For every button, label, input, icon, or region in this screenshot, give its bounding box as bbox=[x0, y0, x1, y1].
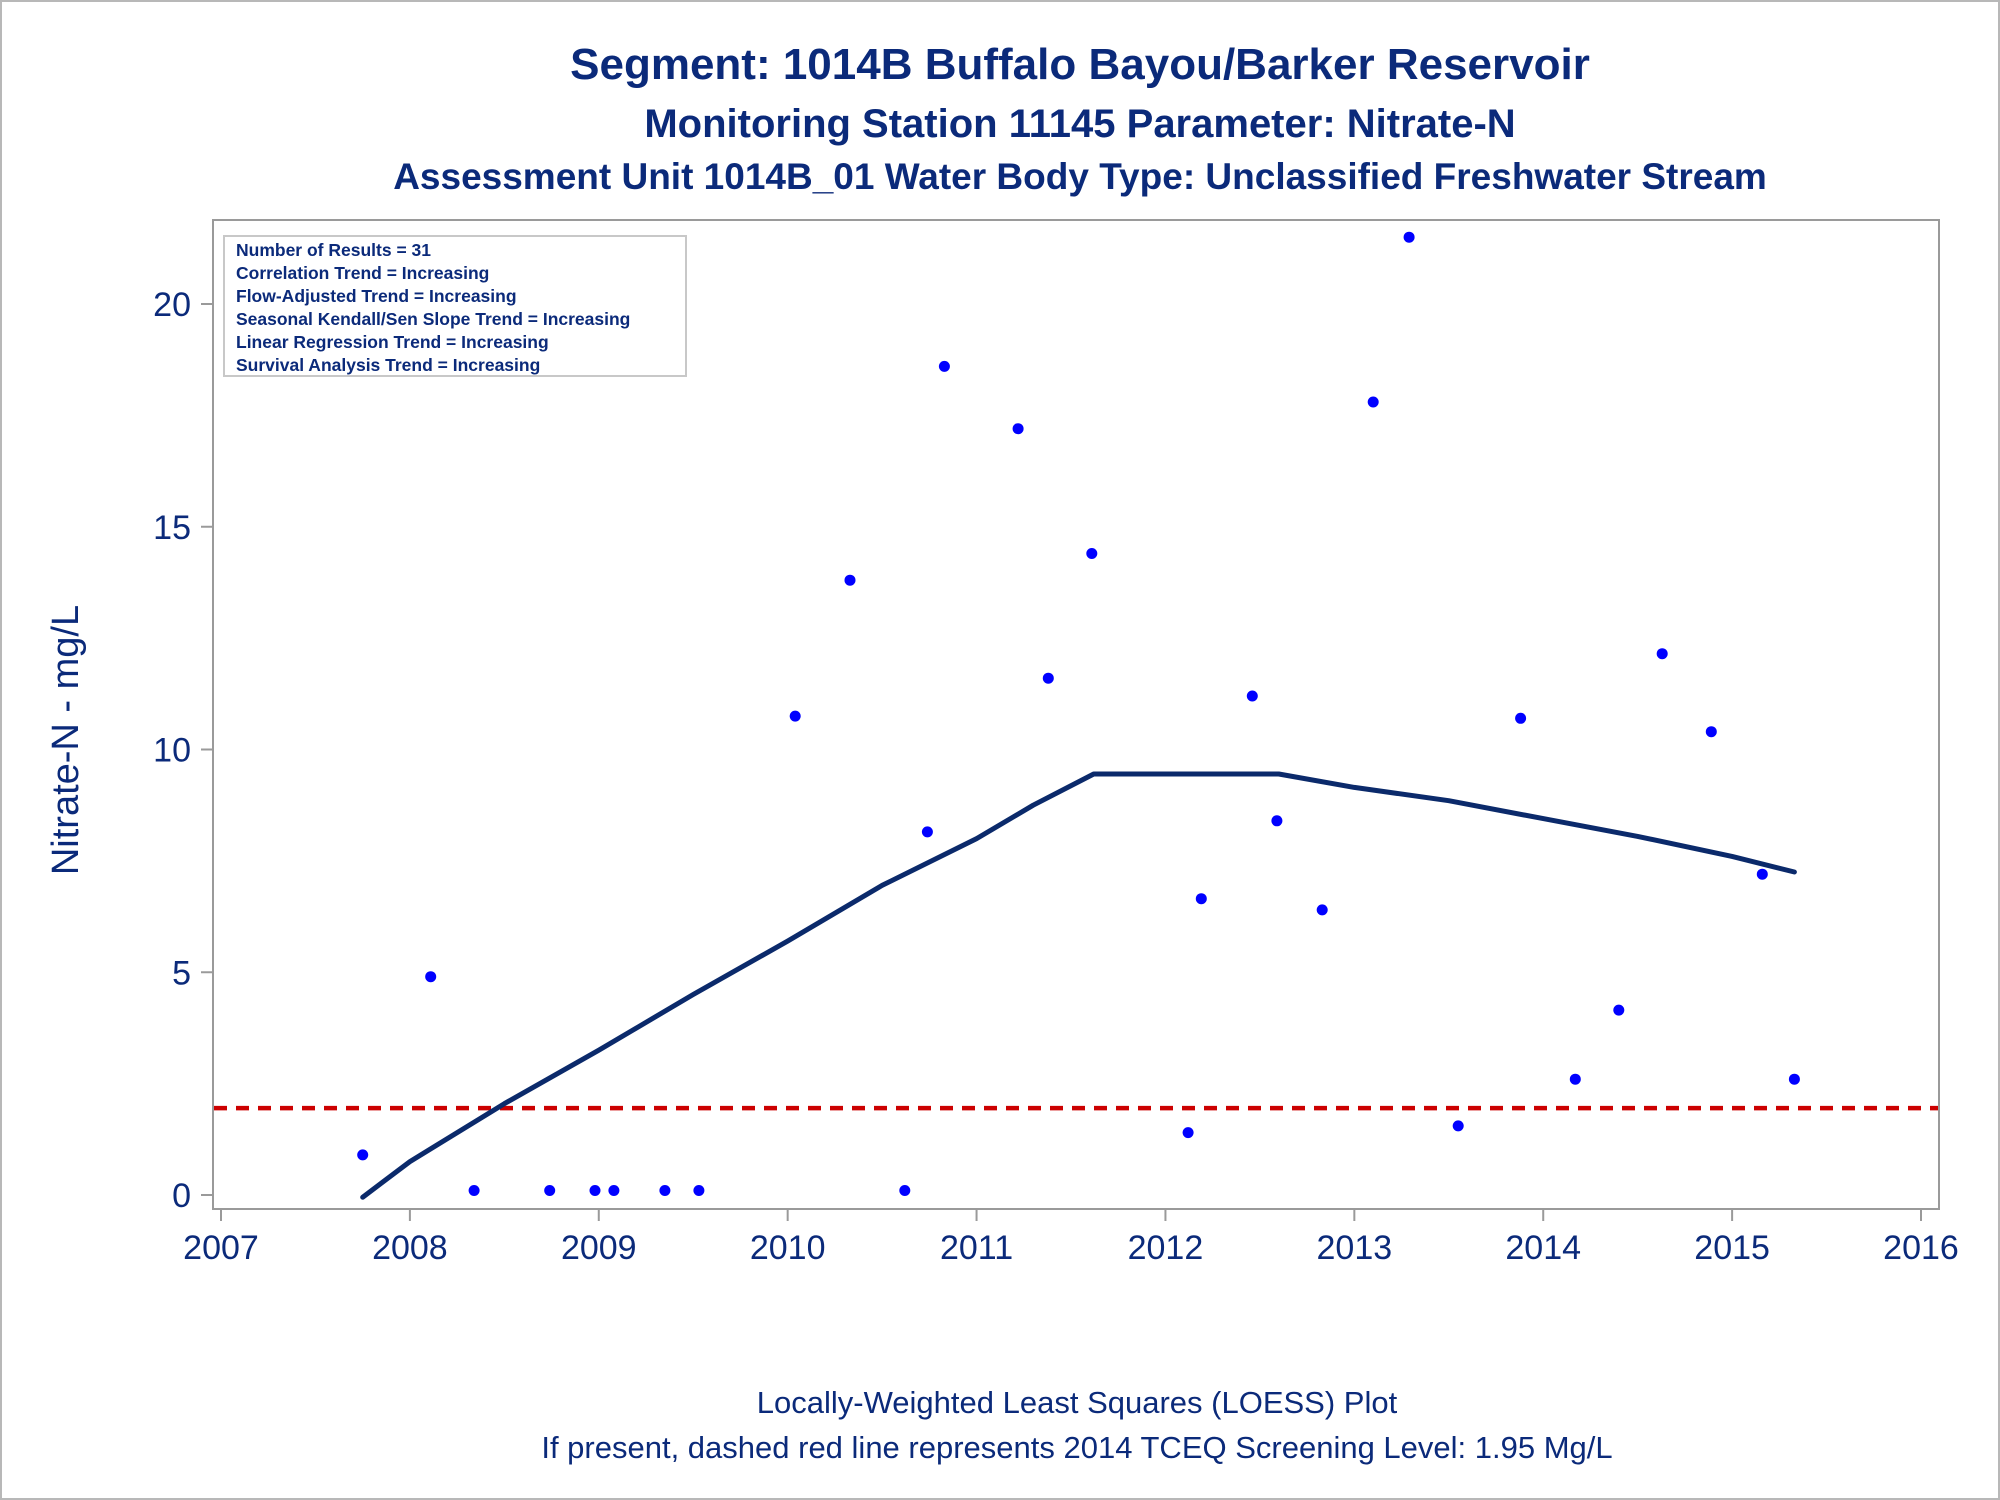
x-tick-label: 2010 bbox=[750, 1229, 826, 1267]
data-point bbox=[468, 1185, 480, 1196]
data-point bbox=[899, 1185, 911, 1196]
data-point bbox=[608, 1185, 620, 1196]
data-point bbox=[1788, 1073, 1800, 1085]
plot-area bbox=[212, 219, 1940, 1210]
stats-line: Correlation Trend = Increasing bbox=[236, 263, 489, 283]
data-point bbox=[1756, 868, 1768, 880]
x-tick-label: 2008 bbox=[372, 1229, 448, 1267]
x-tick-label: 2013 bbox=[1317, 1229, 1393, 1267]
data-point bbox=[589, 1185, 601, 1196]
chart-subtitle-2: Assessment Unit 1014B_01 Water Body Type… bbox=[393, 156, 1767, 197]
chart-title: Segment: 1014B Buffalo Bayou/Barker Rese… bbox=[570, 40, 1590, 89]
stats-line: Flow-Adjusted Trend = Increasing bbox=[236, 286, 517, 306]
data-point bbox=[544, 1185, 556, 1196]
data-point bbox=[659, 1185, 671, 1196]
stats-line: Linear Regression Trend = Increasing bbox=[236, 332, 549, 352]
data-point bbox=[425, 971, 437, 983]
data-point bbox=[1246, 690, 1258, 702]
data-point bbox=[1613, 1004, 1625, 1016]
footnote-2: If present, dashed red line represents 2… bbox=[541, 1430, 1612, 1465]
loess-layer bbox=[360, 771, 1797, 1200]
y-tick-label: 5 bbox=[172, 954, 191, 992]
data-point bbox=[1316, 904, 1328, 916]
stats-line: Seasonal Kendall/Sen Slope Trend = Incre… bbox=[236, 309, 630, 329]
y-axis-label: Nitrate-N - mg/L bbox=[45, 605, 87, 875]
data-point bbox=[844, 574, 856, 586]
stats-line: Number of Results = 31 bbox=[236, 240, 431, 260]
data-point bbox=[1367, 396, 1379, 408]
x-tick-label: 2015 bbox=[1694, 1229, 1770, 1267]
x-tick-label: 2007 bbox=[183, 1229, 259, 1267]
data-point bbox=[789, 710, 801, 722]
x-tick-label: 2011 bbox=[940, 1229, 1013, 1267]
x-tick-label: 2012 bbox=[1128, 1229, 1204, 1267]
data-point bbox=[1569, 1073, 1581, 1085]
points-layer bbox=[357, 231, 1800, 1196]
data-point bbox=[1182, 1127, 1194, 1139]
y-tick-label: 10 bbox=[153, 732, 191, 770]
loess-line bbox=[360, 771, 1797, 1200]
data-point bbox=[1705, 726, 1717, 738]
data-point bbox=[693, 1185, 705, 1196]
data-point bbox=[921, 826, 933, 838]
data-point bbox=[1012, 423, 1024, 435]
stats-box bbox=[223, 235, 687, 377]
y-tick-label: 15 bbox=[153, 509, 191, 547]
y-tick-label: 20 bbox=[153, 286, 191, 324]
data-point bbox=[938, 360, 950, 372]
data-point bbox=[1656, 648, 1668, 660]
data-point bbox=[1086, 548, 1098, 559]
data-point bbox=[1515, 712, 1527, 724]
y-tick-label: 0 bbox=[172, 1177, 191, 1215]
data-point bbox=[357, 1149, 369, 1161]
chart-subtitle: Monitoring Station 11145 Parameter: Nitr… bbox=[644, 102, 1515, 146]
stats-line: Survival Analysis Trend = Increasing bbox=[236, 355, 540, 375]
data-point bbox=[1195, 893, 1207, 905]
data-point bbox=[1403, 231, 1415, 243]
data-point bbox=[1452, 1120, 1464, 1132]
data-point bbox=[1042, 672, 1054, 684]
x-tick-label: 2016 bbox=[1883, 1229, 1959, 1267]
x-tick-label: 2009 bbox=[561, 1229, 637, 1267]
axes: 2007 2008 2009 2010 2011 2012 2013 2014 2015 2016… bbox=[153, 286, 1959, 1267]
x-tick-label: 2014 bbox=[1505, 1229, 1581, 1267]
data-point bbox=[1271, 815, 1283, 827]
footnote-1: Locally-Weighted Least Squares (LOESS) P… bbox=[757, 1385, 1398, 1420]
